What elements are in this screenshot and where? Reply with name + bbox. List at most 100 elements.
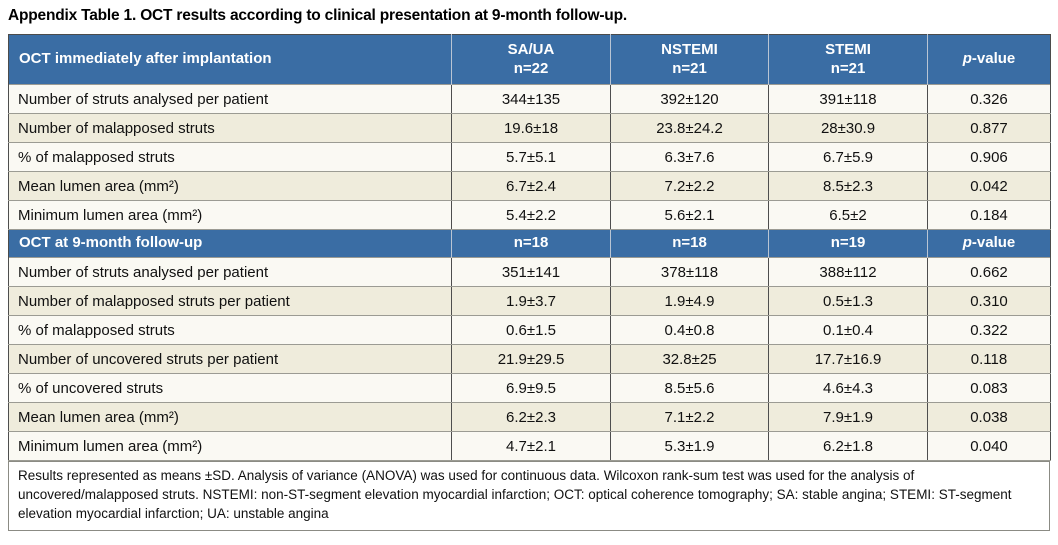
pvalue-rest: -value bbox=[971, 234, 1016, 252]
value-cell: 0.4±0.8 bbox=[610, 315, 769, 345]
value-cell: 8.5±5.6 bbox=[610, 373, 769, 403]
col-header-n-nstemi: n=18 bbox=[610, 229, 769, 258]
section2-header: OCT at 9-month follow-up n=18 n=18 n=19 … bbox=[8, 229, 1051, 258]
col-header-pvalue: p-value bbox=[927, 229, 1051, 258]
value-cell: 17.7±16.9 bbox=[768, 344, 928, 374]
pvalue-rest: -value bbox=[971, 50, 1016, 68]
row-label-cell: % of malapposed struts bbox=[8, 142, 452, 172]
row-label-cell: % of malapposed struts bbox=[8, 315, 452, 345]
pvalue-cell: 0.326 bbox=[927, 84, 1051, 114]
section2-header-row: OCT at 9-month follow-up n=18 n=18 n=19 … bbox=[8, 229, 1051, 258]
section1-header: OCT immediately after implantation SA/UA… bbox=[8, 34, 1051, 85]
value-cell: 351±141 bbox=[451, 257, 611, 287]
row-label-cell: Mean lumen area (mm²) bbox=[8, 171, 452, 201]
value-cell: 6.9±9.5 bbox=[451, 373, 611, 403]
table-row: Number of struts analysed per patient 34… bbox=[8, 84, 1051, 114]
table-row: Mean lumen area (mm²) 6.7±2.4 7.2±2.2 8.… bbox=[8, 171, 1051, 201]
value-cell: 7.1±2.2 bbox=[610, 402, 769, 432]
section2-rows: Number of struts analysed per patient 35… bbox=[8, 257, 1051, 461]
table-row: Number of malapposed struts per patient … bbox=[8, 286, 1051, 316]
pvalue-cell: 0.184 bbox=[927, 200, 1051, 230]
table-row: % of uncovered struts 6.9±9.5 8.5±5.6 4.… bbox=[8, 373, 1051, 403]
table-row: Mean lumen area (mm²) 6.2±2.3 7.1±2.2 7.… bbox=[8, 402, 1051, 432]
pvalue-cell: 0.083 bbox=[927, 373, 1051, 403]
pvalue-cell: 0.042 bbox=[927, 171, 1051, 201]
value-cell: 5.3±1.9 bbox=[610, 431, 769, 461]
table-row: % of malapposed struts 5.7±5.1 6.3±7.6 6… bbox=[8, 142, 1051, 172]
row-label-cell: Number of struts analysed per patient bbox=[8, 84, 452, 114]
value-cell: 378±118 bbox=[610, 257, 769, 287]
oct-results-table: OCT immediately after implantation SA/UA… bbox=[8, 34, 1051, 461]
value-cell: 391±118 bbox=[768, 84, 928, 114]
value-cell: 32.8±25 bbox=[610, 344, 769, 374]
row-label-cell: Minimum lumen area (mm²) bbox=[8, 431, 452, 461]
value-cell: 4.7±2.1 bbox=[451, 431, 611, 461]
pvalue-italic-p: p bbox=[962, 50, 972, 68]
value-cell: 5.7±5.1 bbox=[451, 142, 611, 172]
section1-title-cell: OCT immediately after implantation bbox=[8, 34, 452, 85]
value-cell: 388±112 bbox=[768, 257, 928, 287]
table-row: Minimum lumen area (mm²) 4.7±2.1 5.3±1.9… bbox=[8, 431, 1051, 461]
value-cell: 6.2±1.8 bbox=[768, 431, 928, 461]
pvalue-italic-p: p bbox=[962, 234, 972, 252]
value-cell: 1.9±4.9 bbox=[610, 286, 769, 316]
table-title: Appendix Table 1. OCT results according … bbox=[8, 7, 627, 24]
value-cell: 6.3±7.6 bbox=[610, 142, 769, 172]
pvalue-cell: 0.662 bbox=[927, 257, 1051, 287]
section1-rows: Number of struts analysed per patient 34… bbox=[8, 84, 1051, 230]
row-label-cell: Number of struts analysed per patient bbox=[8, 257, 452, 287]
value-cell: 1.9±3.7 bbox=[451, 286, 611, 316]
table-footnote: Results represented as means ±SD. Analys… bbox=[8, 461, 1050, 531]
value-cell: 28±30.9 bbox=[768, 113, 928, 143]
group-name: NSTEMI bbox=[661, 40, 718, 58]
value-cell: 0.6±1.5 bbox=[451, 315, 611, 345]
value-cell: 7.2±2.2 bbox=[610, 171, 769, 201]
value-cell: 5.4±2.2 bbox=[451, 200, 611, 230]
group-name: SA/UA bbox=[507, 40, 555, 58]
table-row: Minimum lumen area (mm²) 5.4±2.2 5.6±2.1… bbox=[8, 200, 1051, 230]
table-row: Number of struts analysed per patient 35… bbox=[8, 257, 1051, 287]
row-label-cell: % of uncovered struts bbox=[8, 373, 452, 403]
row-label-cell: Number of malapposed struts per patient bbox=[8, 286, 452, 316]
value-cell: 6.7±5.9 bbox=[768, 142, 928, 172]
value-cell: 6.2±2.3 bbox=[451, 402, 611, 432]
pvalue-cell: 0.877 bbox=[927, 113, 1051, 143]
pvalue-cell: 0.038 bbox=[927, 402, 1051, 432]
value-cell: 4.6±4.3 bbox=[768, 373, 928, 403]
col-header-nstemi: NSTEMI n=21 bbox=[610, 34, 769, 85]
value-cell: 8.5±2.3 bbox=[768, 171, 928, 201]
table-row: Number of uncovered struts per patient 2… bbox=[8, 344, 1051, 374]
value-cell: 344±135 bbox=[451, 84, 611, 114]
pvalue-cell: 0.310 bbox=[927, 286, 1051, 316]
row-label-cell: Number of uncovered struts per patient bbox=[8, 344, 452, 374]
pvalue-cell: 0.906 bbox=[927, 142, 1051, 172]
value-cell: 0.1±0.4 bbox=[768, 315, 928, 345]
value-cell: 21.9±29.5 bbox=[451, 344, 611, 374]
group-n: n=21 bbox=[830, 59, 866, 77]
row-label-cell: Mean lumen area (mm²) bbox=[8, 402, 452, 432]
col-header-pvalue: p-value bbox=[927, 34, 1051, 85]
group-name: STEMI bbox=[825, 40, 871, 58]
value-cell: 392±120 bbox=[610, 84, 769, 114]
value-cell: 6.5±2 bbox=[768, 200, 928, 230]
group-n: n=22 bbox=[513, 59, 549, 77]
value-cell: 0.5±1.3 bbox=[768, 286, 928, 316]
pvalue-cell: 0.118 bbox=[927, 344, 1051, 374]
group-n: n=21 bbox=[672, 59, 707, 77]
value-cell: 7.9±1.9 bbox=[768, 402, 928, 432]
pvalue-cell: 0.322 bbox=[927, 315, 1051, 345]
section1-header-row: OCT immediately after implantation SA/UA… bbox=[8, 34, 1051, 85]
row-label-cell: Minimum lumen area (mm²) bbox=[8, 200, 452, 230]
col-header-n-saua: n=18 bbox=[451, 229, 611, 258]
value-cell: 19.6±18 bbox=[451, 113, 611, 143]
table-row: Number of malapposed struts 19.6±18 23.8… bbox=[8, 113, 1051, 143]
table-row: % of malapposed struts 0.6±1.5 0.4±0.8 0… bbox=[8, 315, 1051, 345]
section2-title-cell: OCT at 9-month follow-up bbox=[8, 229, 452, 258]
value-cell: 5.6±2.1 bbox=[610, 200, 769, 230]
value-cell: 23.8±24.2 bbox=[610, 113, 769, 143]
col-header-stemi: STEMI n=21 bbox=[768, 34, 928, 85]
col-header-saua: SA/UA n=22 bbox=[451, 34, 611, 85]
col-header-n-stemi: n=19 bbox=[768, 229, 928, 258]
pvalue-cell: 0.040 bbox=[927, 431, 1051, 461]
